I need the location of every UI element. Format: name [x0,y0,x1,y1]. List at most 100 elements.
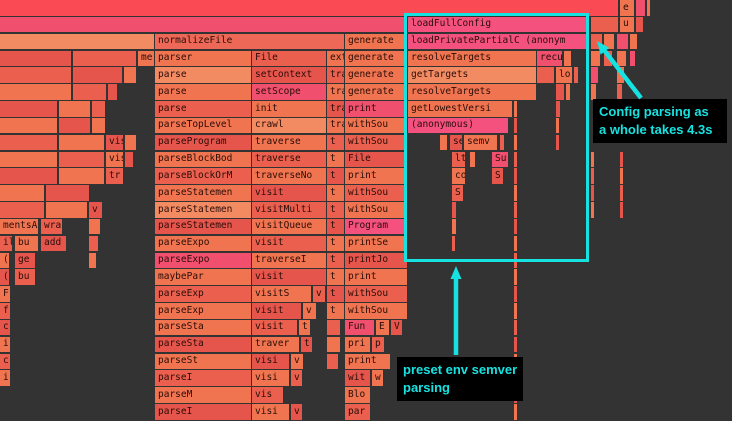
flame-frame[interactable]: traverseNo [252,168,326,184]
flame-frame[interactable] [0,16,405,33]
flame-frame[interactable]: loadPrivatePartialC (anonym [408,33,588,50]
flame-frame[interactable]: parseStatemen [155,202,251,218]
flame-frame[interactable] [92,101,105,117]
flame-frame[interactable]: parseSta [155,336,251,353]
flame-frame[interactable]: bu [15,269,35,285]
flame-frame[interactable] [0,134,57,151]
flame-frame[interactable]: v [291,353,303,370]
flame-frame[interactable]: parseStatemen [155,185,251,201]
flame-frame[interactable] [124,67,136,83]
flame-frame[interactable]: il [0,235,12,252]
flame-frame[interactable]: vis [106,151,123,168]
flame-frame[interactable]: parseBlockOrM [155,168,251,184]
flame-frame[interactable] [327,319,340,336]
flame-frame[interactable] [440,134,447,151]
flame-frame[interactable] [514,117,517,134]
flame-frame[interactable]: se [450,134,462,151]
flame-frame[interactable]: vis [252,387,283,403]
flame-frame[interactable] [591,33,602,50]
flame-frame[interactable]: traver [252,336,299,353]
flame-frame[interactable] [591,84,596,100]
flame-frame[interactable] [604,33,614,50]
flame-frame[interactable]: visitS [252,286,311,302]
flame-frame[interactable] [59,168,104,184]
flame-frame[interactable]: recu [537,50,562,67]
flame-frame[interactable]: visit [252,319,297,336]
flame-frame[interactable]: Program [345,218,407,235]
flame-frame[interactable] [514,151,517,168]
flame-frame[interactable]: parseTopLevel [155,117,251,134]
flame-frame[interactable]: t [327,202,344,218]
flame-frame[interactable]: tra [327,84,344,100]
flame-frame[interactable]: t [327,168,344,184]
flame-frame[interactable]: setContext [252,67,326,83]
flame-frame[interactable] [556,84,564,100]
flame-frame[interactable]: tra [327,67,344,83]
flame-frame[interactable]: add [41,235,66,252]
flame-frame[interactable]: generate [345,50,407,67]
flame-frame[interactable]: tra [327,117,344,134]
flame-frame[interactable] [556,134,559,151]
flame-frame[interactable] [46,202,87,218]
flame-frame[interactable] [125,151,133,168]
flame-frame[interactable]: init [252,101,326,117]
flame-frame[interactable] [0,185,44,201]
flame-frame[interactable] [59,134,104,151]
flame-frame[interactable]: ( [0,252,9,269]
flame-frame[interactable] [73,50,136,67]
flame-frame[interactable]: print [345,353,390,370]
flame-frame[interactable]: generate [345,84,407,100]
flame-frame[interactable]: print [345,269,407,285]
flame-frame[interactable]: visit [252,185,326,201]
flame-frame[interactable] [574,67,578,83]
flame-frame[interactable]: vis [106,134,123,151]
flame-frame[interactable] [514,168,517,184]
flame-frame[interactable] [470,151,475,168]
flame-frame[interactable]: visi [252,370,289,386]
flame-frame[interactable]: parseI [155,370,251,386]
flame-frame[interactable]: parse [155,84,251,100]
flame-frame[interactable]: resolveTargets [408,50,536,67]
flame-frame[interactable] [617,84,622,100]
flame-frame[interactable] [452,235,455,252]
flame-frame[interactable]: withSou [345,286,407,302]
flame-frame[interactable]: w [372,370,383,386]
flame-frame[interactable]: t [327,134,344,151]
flame-frame[interactable]: parseExpo [155,235,251,252]
flame-frame[interactable]: (anonymous) [408,117,508,134]
flame-frame[interactable] [514,134,517,151]
flame-frame[interactable]: lt [452,151,465,168]
flame-frame[interactable] [630,33,637,50]
flame-frame[interactable]: parser [155,50,251,67]
flame-frame[interactable]: t [327,286,344,302]
flame-frame[interactable]: Blo [345,387,370,403]
flame-frame[interactable]: v [89,202,102,218]
flame-frame[interactable]: Fun [345,319,374,336]
flame-frame[interactable]: parseBlockBod [155,151,251,168]
flame-frame[interactable] [514,286,517,302]
flame-frame[interactable]: File [252,50,326,67]
flame-frame[interactable]: normalizeFile [155,33,344,50]
flame-frame[interactable]: tr [106,168,123,184]
flame-frame[interactable]: f [0,303,10,319]
flame-frame[interactable] [0,67,71,83]
flame-frame[interactable]: S [452,185,463,201]
flame-frame[interactable] [636,0,645,16]
flame-frame[interactable]: v [291,404,302,420]
flame-frame[interactable] [59,151,104,168]
flame-frame[interactable] [620,202,623,218]
flame-frame[interactable]: parseExpo [155,252,251,269]
flame-frame[interactable] [591,67,598,83]
flame-frame[interactable]: u [620,16,634,33]
flame-frame[interactable]: V [391,319,402,336]
flame-frame[interactable]: print [345,101,407,117]
flame-frame[interactable] [647,0,650,16]
flame-frame[interactable]: S [492,168,503,184]
flame-frame[interactable]: t [327,151,344,168]
flame-frame[interactable]: tra [327,101,344,117]
flame-frame[interactable] [514,336,517,353]
flame-frame[interactable]: t [299,319,310,336]
flame-frame[interactable]: visitQueue [252,218,326,235]
flame-frame[interactable]: lo [556,67,572,83]
flame-frame[interactable] [591,151,594,168]
